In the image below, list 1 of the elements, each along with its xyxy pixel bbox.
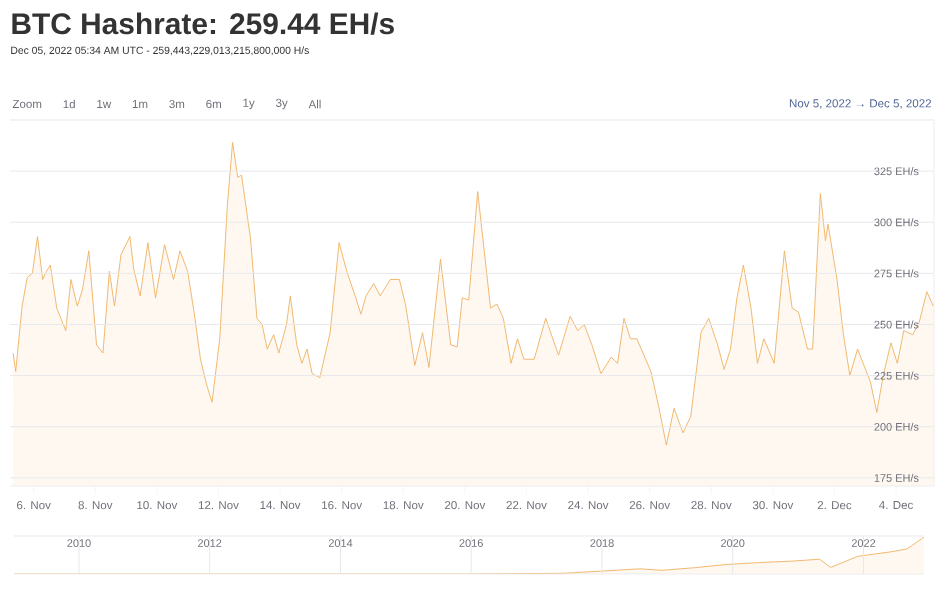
chart-title: BTC Hashrate: 259.44 EH/s [12,12,394,35]
